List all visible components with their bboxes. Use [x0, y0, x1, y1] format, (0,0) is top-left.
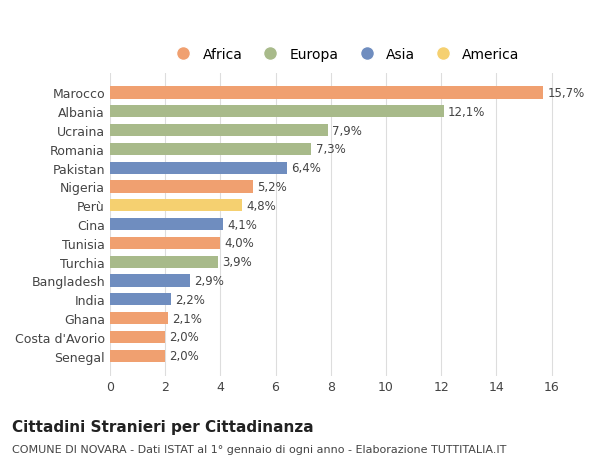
Bar	[110, 162, 287, 174]
Bar	[110, 275, 190, 287]
Text: 12,1%: 12,1%	[448, 106, 485, 118]
Text: 4,8%: 4,8%	[247, 199, 276, 212]
Bar	[110, 331, 165, 343]
Text: 3,9%: 3,9%	[221, 256, 251, 269]
Bar	[110, 125, 328, 137]
Text: 7,3%: 7,3%	[316, 143, 345, 156]
Bar	[110, 350, 165, 362]
Text: 6,4%: 6,4%	[290, 162, 320, 175]
Bar	[110, 312, 168, 325]
Bar	[110, 256, 218, 268]
Text: 2,0%: 2,0%	[169, 330, 199, 344]
Text: 2,2%: 2,2%	[175, 293, 205, 306]
Bar	[110, 293, 170, 306]
Bar	[110, 106, 444, 118]
Bar	[110, 218, 223, 231]
Text: 5,2%: 5,2%	[257, 180, 287, 194]
Bar	[110, 181, 253, 193]
Text: 2,1%: 2,1%	[172, 312, 202, 325]
Bar	[110, 143, 311, 156]
Text: COMUNE DI NOVARA - Dati ISTAT al 1° gennaio di ogni anno - Elaborazione TUTTITAL: COMUNE DI NOVARA - Dati ISTAT al 1° genn…	[12, 444, 506, 454]
Legend: Africa, Europa, Asia, America: Africa, Europa, Asia, America	[165, 44, 524, 67]
Text: 2,9%: 2,9%	[194, 274, 224, 287]
Text: 4,0%: 4,0%	[224, 237, 254, 250]
Text: 7,9%: 7,9%	[332, 124, 362, 137]
Text: 15,7%: 15,7%	[547, 87, 585, 100]
Bar	[110, 87, 544, 99]
Text: 4,1%: 4,1%	[227, 218, 257, 231]
Bar	[110, 237, 220, 249]
Text: 2,0%: 2,0%	[169, 349, 199, 362]
Text: Cittadini Stranieri per Cittadinanza: Cittadini Stranieri per Cittadinanza	[12, 419, 314, 434]
Bar	[110, 200, 242, 212]
